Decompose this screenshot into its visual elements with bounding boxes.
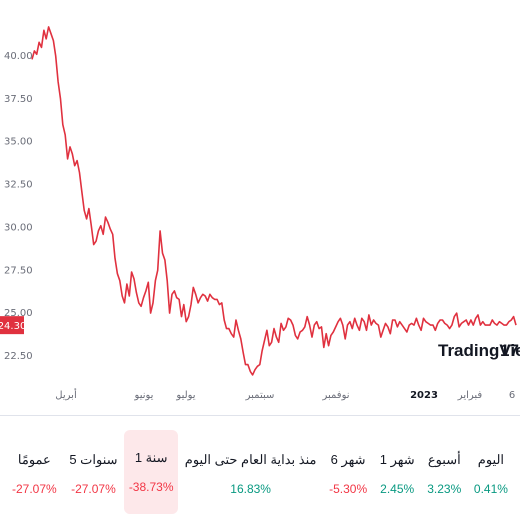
x-tick-label: يوليو — [175, 390, 195, 401]
period-change-value: -27.07% — [12, 482, 57, 496]
period-change-value: 3.23% — [427, 482, 462, 496]
y-axis: 40.00 37.50 35.00 32.50 30.00 27.50 25.00 22.50 — [4, 51, 33, 362]
y-tick-label: 40.00 — [4, 51, 33, 62]
period-tab[interactable]: عمومًا -27.07% — [6, 432, 63, 516]
last-price-label: 24.30 — [0, 321, 26, 332]
price-line — [31, 26, 517, 376]
y-tick-label: 35.00 — [4, 137, 33, 148]
period-label: عمومًا — [17, 452, 51, 467]
y-tick-label: 32.50 — [4, 180, 33, 191]
last-price-box — [0, 316, 24, 335]
period-tab[interactable]: أسبوع 3.23% — [421, 432, 467, 516]
period-label: 6 شهر — [330, 452, 366, 467]
period-change-value: -27.07% — [71, 482, 116, 496]
y-tick-label: 25.00 — [4, 308, 33, 319]
tradingview-logo-text: TradingView — [438, 341, 520, 360]
period-tab[interactable]: اليوم 0.41% — [468, 432, 514, 516]
period-change-value: -5.30% — [329, 482, 368, 496]
divider — [0, 415, 520, 416]
period-label: اليوم — [477, 452, 505, 467]
period-label: منذ بداية العام حتى اليوم — [184, 452, 317, 467]
period-tab[interactable]: 6 شهر -5.30% — [323, 432, 373, 516]
period-label: 1 سنة — [134, 450, 168, 465]
price-series — [31, 26, 517, 376]
x-tick-label: سبتمبر — [245, 390, 275, 401]
period-performance-tabs: اليوم 0.41% أسبوع 3.23% 1 شهر 2.45% 6 شهر -5.30… — [0, 430, 520, 516]
last-price-badge: 24.30 — [0, 316, 26, 335]
period-tab[interactable]: منذ بداية العام حتى اليوم 16.83% — [179, 432, 323, 516]
x-tick-label: 2023 — [410, 390, 438, 401]
x-tick-label: فبراير — [457, 390, 483, 401]
x-axis: أبريل يونيو يوليو سبتمبر نوفمبر 2023 فبراير 6 — [55, 388, 515, 401]
y-tick-label: 30.00 — [4, 222, 33, 233]
period-tab[interactable]: 1 سنة -38.73% — [124, 430, 179, 514]
period-change-value: 2.45% — [380, 482, 415, 496]
period-tab[interactable]: 1 شهر 2.45% — [374, 432, 421, 516]
x-tick-label: نوفمبر — [321, 390, 349, 401]
period-change-value: 16.83% — [230, 482, 271, 496]
period-tab[interactable]: 5 سنوات -27.07% — [63, 432, 123, 516]
tradingview-logo: TradingView 17 — [438, 341, 520, 360]
period-change-value: 0.41% — [473, 482, 508, 496]
period-label: 1 شهر — [379, 452, 415, 467]
x-tick-label: 6 — [509, 390, 515, 401]
x-tick-label: أبريل — [55, 388, 77, 401]
y-tick-label: 37.50 — [4, 94, 33, 105]
period-change-value: -38.73% — [128, 480, 174, 494]
y-tick-label: 27.50 — [4, 265, 33, 276]
y-tick-label: 22.50 — [4, 351, 33, 362]
price-chart[interactable]: 40.00 37.50 35.00 32.50 30.00 27.50 25.00 22.50… — [0, 0, 520, 410]
period-label: 5 سنوات — [69, 452, 118, 467]
period-label: أسبوع — [427, 452, 461, 467]
x-tick-label: يونيو — [134, 390, 154, 401]
tradingview-logo-mark: 17 — [500, 341, 519, 360]
